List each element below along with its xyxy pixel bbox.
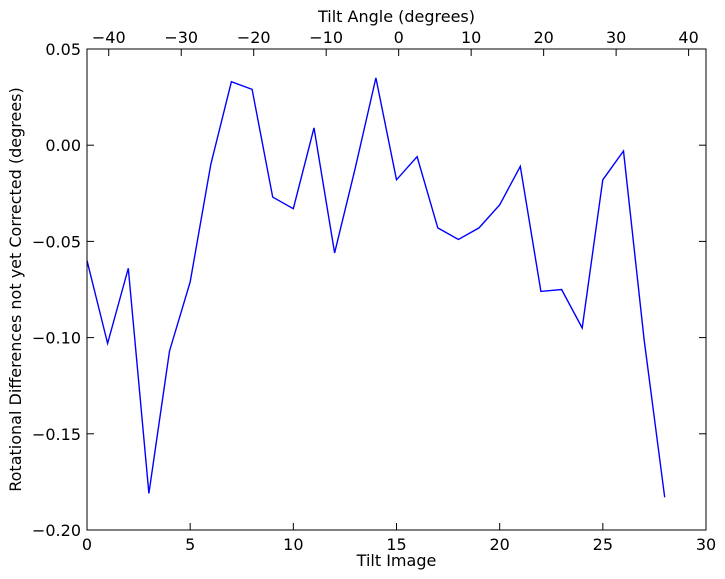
x-tick-label: 25 xyxy=(593,535,613,554)
x-axis-title: Tilt Image xyxy=(356,551,437,570)
plot-frame xyxy=(86,48,707,531)
top-tick-label: 0 xyxy=(394,28,404,47)
y-tick-label: 0.05 xyxy=(45,40,81,59)
y-axis-title: Rotational Differences not yet Corrected… xyxy=(6,87,25,492)
y-tick-label: −0.05 xyxy=(32,232,81,251)
x-tick-label: 20 xyxy=(489,535,509,554)
top-tick-label: 30 xyxy=(606,28,626,47)
y-tick-label: −0.10 xyxy=(32,329,81,348)
top-axis-title: Tilt Angle (degrees) xyxy=(317,7,475,26)
x-tick-label: 5 xyxy=(185,535,195,554)
x-tick-label: 0 xyxy=(82,535,92,554)
x-tick-label: 10 xyxy=(283,535,303,554)
y-tick-label: −0.15 xyxy=(32,425,81,444)
top-tick-label: 40 xyxy=(678,28,698,47)
top-tick-label: −10 xyxy=(309,28,343,47)
ticks-layer: 0 5 10 15 20 25 30 −40 −30 −20 −10 0 10 20 30 40 0.05 0.0… xyxy=(32,28,716,554)
x-tick-label: 15 xyxy=(386,535,406,554)
top-tick-label: −20 xyxy=(237,28,271,47)
top-tick-label: 10 xyxy=(461,28,481,47)
y-tick-label: 0.00 xyxy=(45,136,81,155)
series-line xyxy=(86,77,666,498)
x-tick-label: 30 xyxy=(696,535,716,554)
top-tick-label: −40 xyxy=(92,28,126,47)
top-tick-label: 20 xyxy=(533,28,553,47)
top-tick-label: −30 xyxy=(164,28,198,47)
y-tick-label: −0.20 xyxy=(32,521,81,540)
